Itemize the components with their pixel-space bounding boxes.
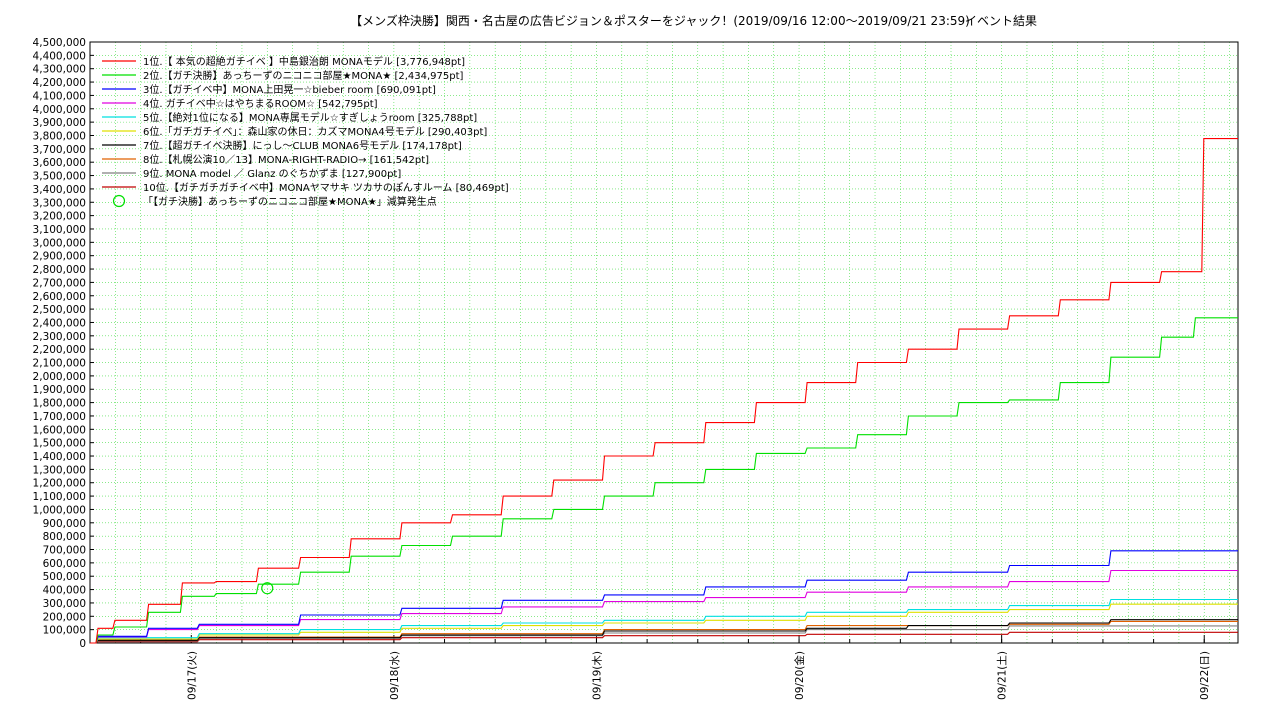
y-tick-label: 3,400,000 xyxy=(33,184,86,196)
y-tick-label: 3,500,000 xyxy=(33,171,86,183)
legend-label: 1位.【 本気の超絶ガチイベ 】中島銀治朗 MONAモデル [3,776,948… xyxy=(143,55,465,68)
y-tick-label: 0 xyxy=(79,638,86,650)
series-line xyxy=(90,550,1238,644)
y-tick-label: 4,000,000 xyxy=(33,104,86,116)
plot-area-frame xyxy=(89,41,1239,644)
y-tick-label: 1,300,000 xyxy=(33,464,86,476)
y-tick-label: 600,000 xyxy=(43,558,86,570)
x-tick-label: 09/19(木) xyxy=(591,651,603,700)
chart-subtitle: イベント結果 xyxy=(965,14,1037,28)
y-tick-label: 3,100,000 xyxy=(33,224,86,236)
legend-label: 2位.【ガチ決勝】あっちーずのニコニコ部屋★MONA★ [2,434,975pt… xyxy=(143,69,464,82)
y-tick-label: 2,600,000 xyxy=(33,291,86,303)
legend-marker-swatch xyxy=(112,194,126,208)
y-tick-label: 300,000 xyxy=(43,598,86,610)
legend-label: 4位. ガチイベ中☆はやちまるROOM☆ [542,795pt] xyxy=(143,97,378,110)
y-tick-label: 700,000 xyxy=(43,545,86,557)
series-line xyxy=(90,569,1238,644)
y-tick-label: 1,400,000 xyxy=(33,451,86,463)
y-tick-label: 1,600,000 xyxy=(33,424,86,436)
y-tick-label: 1,100,000 xyxy=(33,491,86,503)
y-tick-label: 2,400,000 xyxy=(33,317,86,329)
legend-label: 8位.【札幌公演10／13】MONA-RIGHT-RADIO→ [161,542… xyxy=(143,153,429,166)
y-tick-label: 400,000 xyxy=(43,585,86,597)
x-axis: 09/17(火) 09/18(水) 09/19(木) 09/20(金) 09/21(土)… xyxy=(89,635,1211,700)
y-tick-label: 2,700,000 xyxy=(33,277,86,289)
y-tick-label: 900,000 xyxy=(43,518,86,530)
y-tick-label: 3,000,000 xyxy=(33,237,86,249)
series-line xyxy=(90,625,1238,644)
y-tick-label: 1,200,000 xyxy=(33,478,86,490)
y-tick-label: 3,700,000 xyxy=(33,144,86,156)
y-tick-label: 500,000 xyxy=(43,571,86,583)
y-tick-label: 1,900,000 xyxy=(33,384,86,396)
x-tick-label: 09/22(日) xyxy=(1199,651,1211,700)
y-tick-label: 100,000 xyxy=(43,625,86,637)
y-tick-label: 2,500,000 xyxy=(33,304,86,316)
series-line xyxy=(90,619,1238,644)
y-tick-label: 2,300,000 xyxy=(33,331,86,343)
y-tick-label: 1,800,000 xyxy=(33,398,86,410)
y-tick-label: 3,200,000 xyxy=(33,211,86,223)
legend: 1位.【 本気の超絶ガチイベ 】中島銀治朗 MONAモデル [3,776,948… xyxy=(102,55,509,208)
y-tick-label: 4,300,000 xyxy=(33,64,86,76)
series-line xyxy=(90,631,1238,644)
y-tick-label: 3,600,000 xyxy=(33,157,86,169)
legend-label: 6位.「ガチガチイベ」：森山家の休日：カズマMONA4号モデル [290,403… xyxy=(143,125,487,138)
y-tick-label: 4,200,000 xyxy=(33,77,86,89)
y-tick-label: 1,500,000 xyxy=(33,438,86,450)
y-tick-label: 4,100,000 xyxy=(33,90,86,102)
y-tick-label: 3,800,000 xyxy=(33,130,86,142)
legend-label: 7位.【超ガチイベ決勝】にっし〜CLUB MONA6号モデル [174,178p… xyxy=(143,139,462,152)
x-tick-label: 09/21(土) xyxy=(996,651,1009,700)
y-tick-label: 3,900,000 xyxy=(33,117,86,129)
legend-label: 10位.【ガチガチガチイベ中】MONAヤマサキ ツカサのぽんすルーム [80,4… xyxy=(143,181,509,194)
legend-label: 3位.【ガチイベ中】MONA上田晃一☆bieber room [690,091p… xyxy=(143,83,436,96)
series-line xyxy=(90,598,1238,644)
series-lines xyxy=(90,138,1238,644)
legend-marker-label: 「【ガチ決勝】あっちーずのニコニコ部屋★MONA★」減算発生点 xyxy=(143,195,437,208)
y-tick-label: 800,000 xyxy=(43,531,86,543)
y-tick-label: 3,300,000 xyxy=(33,197,86,209)
series-line xyxy=(90,138,1238,644)
chart-title: 【メンズ枠決勝】関西・名古屋の広告ビジョン＆ポスターをジャック！(2019/09… xyxy=(350,13,970,28)
x-tick-label: 09/18(水) xyxy=(389,651,401,700)
series-line xyxy=(90,317,1238,644)
x-tick-label: 09/20(金) xyxy=(793,651,806,700)
y-tick-label: 1,700,000 xyxy=(33,411,86,423)
y-tick-label: 2,800,000 xyxy=(33,264,86,276)
y-tick-label: 2,000,000 xyxy=(33,371,86,383)
x-tick-label: 09/17(火) xyxy=(186,651,198,700)
y-tick-label: 2,900,000 xyxy=(33,251,86,263)
y-tick-label: 2,100,000 xyxy=(33,358,86,370)
y-tick-label: 1,000,000 xyxy=(33,504,86,516)
y-tick-label: 4,400,000 xyxy=(33,50,86,62)
y-tick-label: 2,200,000 xyxy=(33,344,86,356)
markers xyxy=(261,582,274,595)
marker-point xyxy=(261,582,274,595)
y-tick-label: 4,500,000 xyxy=(33,37,86,49)
legend-label: 5位.【絶対1位になる】MONA専属モデル☆すぎしょうroom [325,788… xyxy=(143,111,477,124)
legend-label: 9位. MONA model ／ Glanz のぐちかずま [127,900pt… xyxy=(143,167,401,180)
y-tick-label: 200,000 xyxy=(43,611,86,623)
series-line xyxy=(90,603,1238,644)
